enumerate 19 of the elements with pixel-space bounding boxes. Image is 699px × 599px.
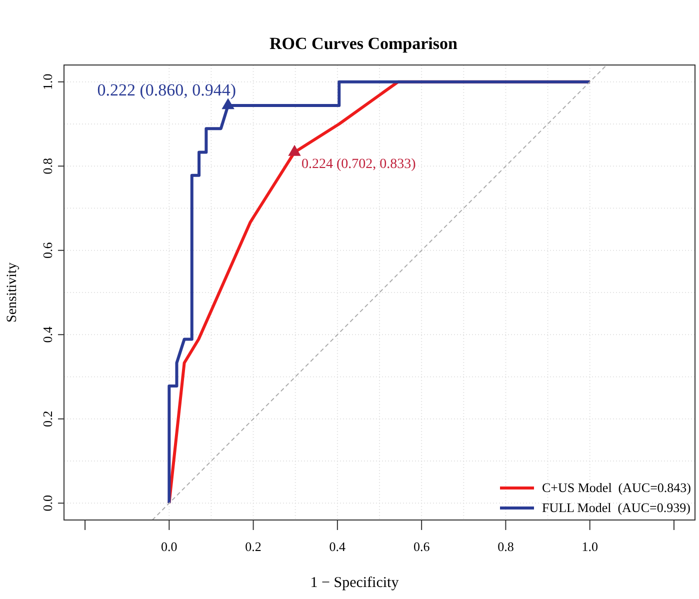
annotation: 0.224 (0.702, 0.833) xyxy=(302,157,416,172)
y-tick-label: 0.0 xyxy=(40,495,55,512)
y-tick-label: 0.8 xyxy=(40,158,55,174)
x-tick-label: 0.2 xyxy=(245,539,262,554)
x-tick-label: 0.0 xyxy=(161,539,178,554)
y-tick-label: 0.2 xyxy=(40,410,55,428)
y-tick-label: 1.0 xyxy=(40,74,55,90)
y-axis-title: Sensitivity xyxy=(5,262,20,322)
legend-label: C+US Model (AUC=0.843) xyxy=(542,480,691,495)
x-tick-label: 0.4 xyxy=(329,539,346,554)
x-tick-label: 1.0 xyxy=(582,539,598,554)
y-tick-label: 0.6 xyxy=(40,242,55,258)
x-axis-title: 1 − Specificity xyxy=(310,575,400,591)
legend-label: FULL Model (AUC=0.939) xyxy=(542,500,690,515)
annotation: 0.222 (0.860, 0.944) xyxy=(97,80,236,100)
x-tick-label: 0.6 xyxy=(413,539,430,554)
chart-title: ROC Curves Comparison xyxy=(270,34,458,53)
x-tick-label: 0.8 xyxy=(498,539,514,554)
y-tick-label: 0.4 xyxy=(40,326,55,343)
